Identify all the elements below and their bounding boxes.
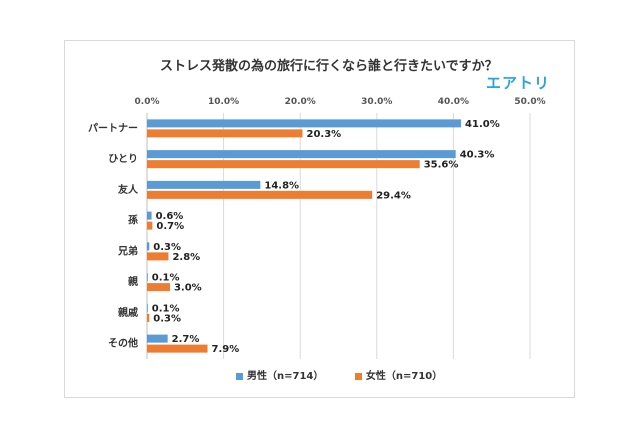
category-label: 兄弟 <box>117 244 138 257</box>
x-tick-label: 0.0% <box>135 97 160 107</box>
legend-item-female: 女性（n=710） <box>354 367 443 382</box>
data-label: 0.6% <box>156 211 184 222</box>
chart-title: ストレス発散の為の旅行に行くなら誰と行きたいですか？ <box>160 59 498 74</box>
legend-label-female: 女性（n=710） <box>365 371 443 382</box>
data-label: 0.3% <box>153 242 181 253</box>
data-label: 35.6% <box>424 160 459 171</box>
data-label: 0.3% <box>153 313 181 324</box>
bar-female <box>147 344 208 353</box>
legend-swatch-male <box>236 372 243 380</box>
data-label: 3.0% <box>174 283 202 294</box>
data-label: 40.3% <box>460 150 495 161</box>
category-label: 親戚 <box>118 306 138 319</box>
category-label: その他 <box>108 337 138 350</box>
bar-male <box>147 150 456 159</box>
bar-female <box>147 160 420 169</box>
bar-female <box>147 190 373 199</box>
bar-male <box>147 273 148 282</box>
bar-female <box>147 313 150 322</box>
x-tick-label: 40.0% <box>438 97 469 107</box>
data-label: 41.0% <box>465 119 500 130</box>
data-label: 20.3% <box>306 129 341 140</box>
bar-male <box>147 211 152 220</box>
data-label: 7.9% <box>212 344 240 355</box>
bar-male <box>147 334 168 343</box>
bar-male <box>147 242 150 251</box>
x-tick-label: 30.0% <box>361 97 392 107</box>
bar-female <box>147 129 303 138</box>
data-label: 29.4% <box>376 190 411 201</box>
x-tick-label: 20.0% <box>285 97 316 107</box>
x-tick-label: 10.0% <box>208 97 239 107</box>
data-label: 14.8% <box>264 180 299 191</box>
category-label: 孫 <box>128 214 138 227</box>
chart-legend: 男性（n=714） 女性（n=710） <box>236 367 470 382</box>
legend-swatch-female <box>354 372 362 380</box>
brand-logo: エアトリ <box>486 74 551 92</box>
category-label: 友人 <box>118 183 139 196</box>
x-tick-label: 50.0% <box>514 97 545 107</box>
bar-male <box>147 119 462 128</box>
category-label: ひとり <box>108 153 138 165</box>
legend-item-male: 男性（n=714） <box>236 367 323 382</box>
bar-male <box>147 303 148 312</box>
bar-female <box>147 221 153 230</box>
bar-female <box>147 252 169 261</box>
data-label: 2.7% <box>172 334 200 345</box>
category-label: パートナー <box>88 122 138 134</box>
data-label: 0.1% <box>152 273 180 284</box>
data-label: 2.8% <box>172 252 200 263</box>
bar-male <box>147 180 261 189</box>
bar-female <box>147 283 170 292</box>
legend-label-male: 男性（n=714） <box>247 371 324 382</box>
data-label: 0.1% <box>152 303 180 314</box>
data-label: 0.7% <box>156 221 184 232</box>
category-label: 親 <box>128 275 138 288</box>
